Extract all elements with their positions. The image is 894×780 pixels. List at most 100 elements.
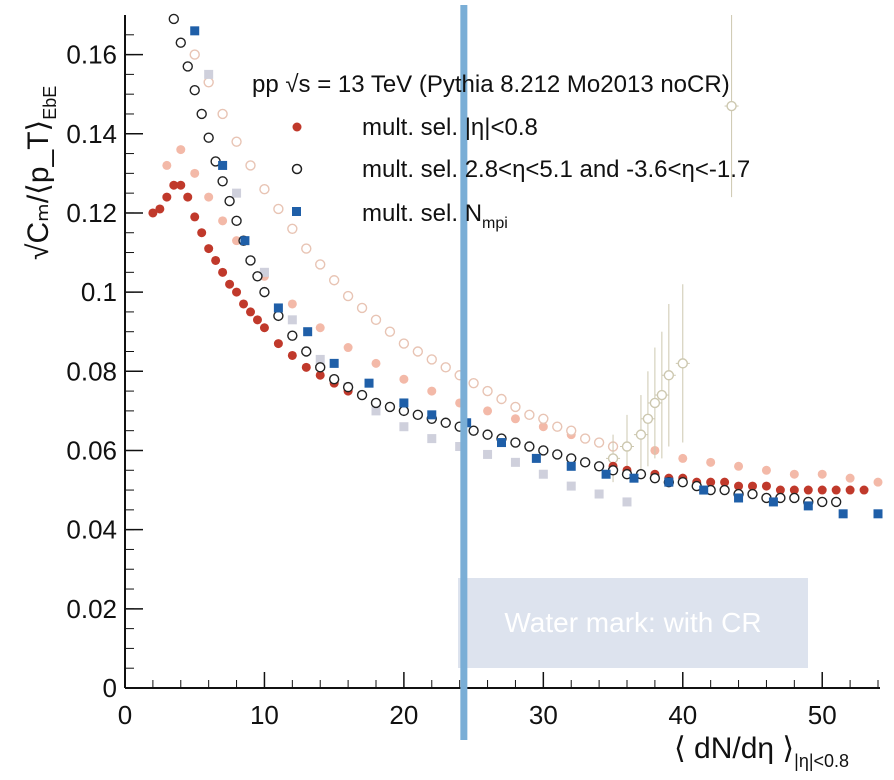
data-point: [468, 377, 479, 389]
data-point: [259, 323, 269, 333]
watermark-text: Water mark: with CR: [504, 607, 761, 638]
x-tick-label: 40: [668, 700, 697, 730]
data-point: [370, 314, 382, 326]
data-point: [371, 358, 381, 368]
x-tick-label: 20: [389, 700, 418, 730]
y-axis-title-sub: EbE: [40, 86, 60, 120]
data-point: [232, 188, 242, 198]
data-point: [579, 433, 591, 444]
data-point: [204, 69, 214, 79]
data-point: [482, 429, 493, 440]
y-tick-label: 0.14: [66, 119, 117, 149]
data-point: [817, 496, 828, 508]
data-point: [817, 469, 827, 479]
data-point: [231, 136, 242, 147]
data-point: [677, 476, 688, 488]
x-axis-title-main: ⟨ dN/dη ⟩: [674, 732, 794, 765]
data-point: [182, 61, 193, 72]
data-point: [384, 326, 396, 337]
y-tick-label: 0.04: [66, 515, 117, 545]
legend-marker-series-2: [291, 163, 303, 175]
data-point: [342, 290, 354, 302]
y-axis-title: √Cₘ/⟨p_T⟩EbE: [22, 86, 60, 260]
data-point: [496, 393, 507, 405]
y-tick-label: 0.06: [66, 435, 117, 465]
data-point: [315, 370, 325, 380]
data-point: [328, 374, 340, 385]
data-point: [225, 279, 235, 289]
x-tick-label: 0: [118, 700, 132, 730]
data-point: [789, 485, 799, 495]
data-point: [803, 501, 813, 511]
data-point: [168, 13, 180, 25]
data-point: [176, 145, 186, 155]
data-point: [204, 192, 214, 202]
data-point: [315, 354, 325, 364]
data-point: [189, 85, 200, 96]
data-point: [412, 409, 424, 421]
data-point: [859, 485, 869, 495]
data-point: [364, 378, 374, 388]
data-point: [287, 330, 298, 341]
data-point: [440, 417, 451, 428]
data-point: [287, 315, 297, 325]
data-point: [245, 255, 256, 266]
data-point: [873, 509, 883, 519]
data-point: [524, 409, 535, 421]
data-point: [259, 183, 270, 195]
data-point: [329, 358, 339, 368]
data-point: [622, 497, 632, 507]
data-point: [642, 413, 654, 424]
data-point: [845, 485, 855, 495]
data-point: [761, 465, 771, 475]
data-point: [719, 484, 730, 496]
data-point: [538, 413, 549, 424]
chart-title: pp √s = 13 TeV (Pythia 8.212 Mo2013 noCR…: [252, 71, 730, 98]
data-point: [607, 453, 619, 464]
data-point: [594, 489, 604, 499]
data-point: [601, 469, 611, 479]
data-point: [677, 358, 688, 369]
data-point: [232, 236, 242, 246]
data-point: [176, 180, 186, 190]
y-tick-label: 0.12: [66, 198, 117, 228]
data-point: [245, 160, 256, 171]
data-point: [426, 354, 437, 365]
data-point: [720, 477, 730, 487]
data-point: [593, 437, 605, 448]
data-point: [155, 204, 165, 214]
data-point: [218, 216, 228, 226]
data-point: [218, 267, 228, 277]
data-point: [259, 267, 269, 277]
data-point: [232, 287, 242, 297]
data-point: [748, 481, 757, 491]
data-point: [183, 192, 193, 202]
y-ticks: 0 0.02 0.04 0.06 0.08 0.1 0.12 0.14 0.16: [66, 34, 143, 703]
data-point: [656, 389, 668, 401]
data-point: [301, 243, 312, 254]
data-point: [342, 381, 354, 393]
data-point: [649, 397, 661, 409]
data-point: [579, 457, 591, 468]
data-point: [162, 160, 172, 170]
data-point: [224, 195, 235, 207]
data-point: [468, 425, 479, 436]
data-point: [328, 275, 340, 286]
x-tick-label: 30: [529, 700, 558, 730]
y-tick-label: 0.08: [66, 356, 117, 386]
data-point: [789, 492, 800, 504]
data-point: [455, 442, 465, 452]
data-point: [412, 346, 424, 357]
data-point: [483, 406, 493, 416]
data-point: [552, 449, 563, 460]
data-point: [482, 385, 493, 397]
data-point: [566, 461, 576, 471]
data-point: [538, 469, 548, 479]
data-point: [273, 310, 284, 322]
data-point: [531, 453, 541, 463]
data-point: [497, 438, 506, 448]
data-point: [678, 453, 688, 463]
data-point: [399, 422, 409, 432]
faint-series-layer: [162, 15, 883, 507]
